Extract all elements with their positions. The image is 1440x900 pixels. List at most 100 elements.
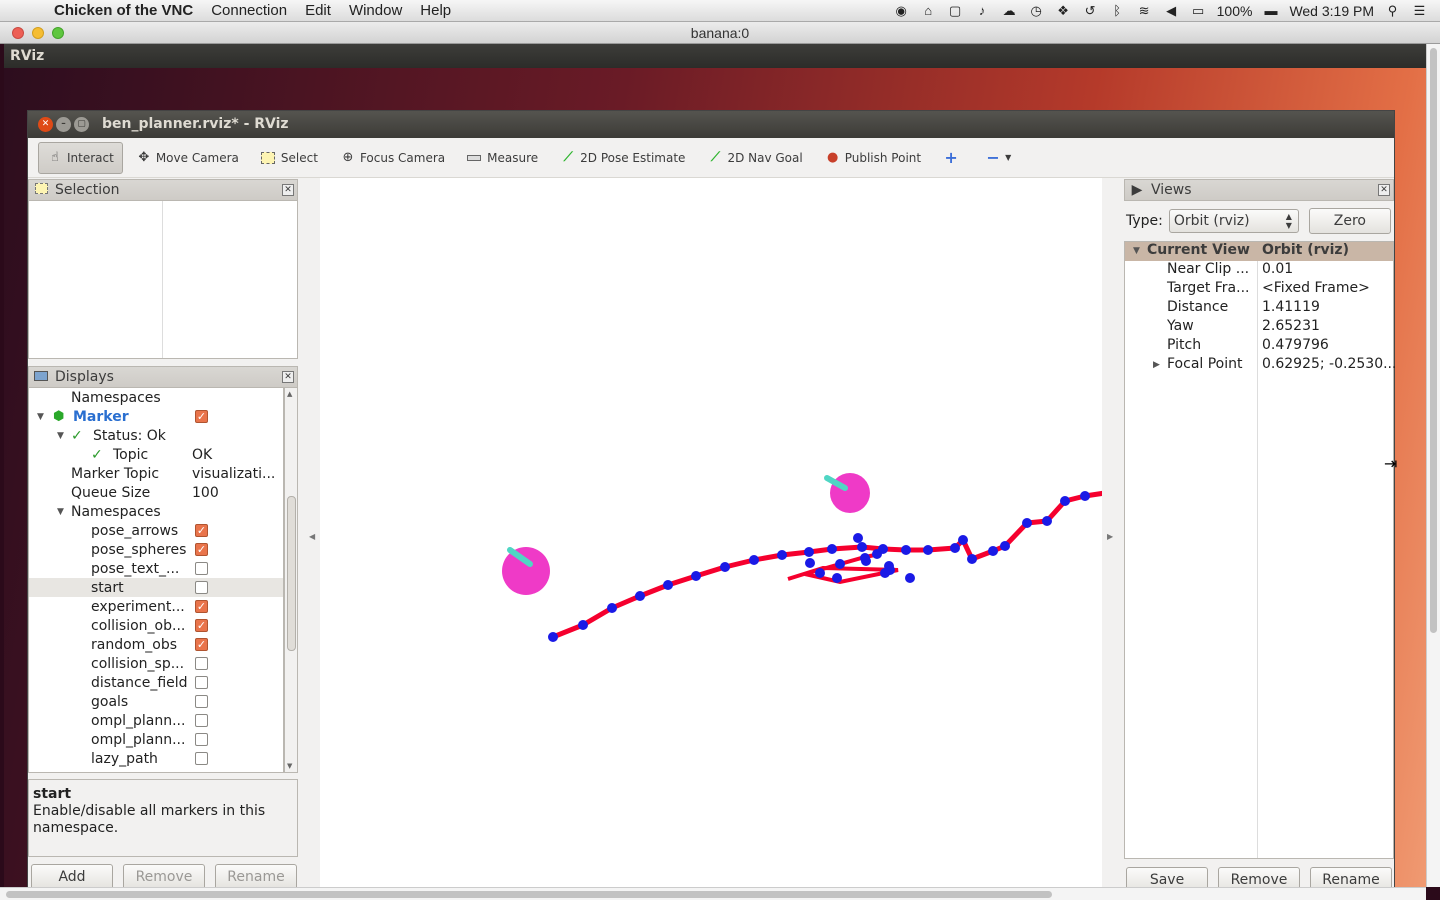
tree-row[interactable]: Namespaces xyxy=(29,388,283,407)
view-prop-row[interactable]: Near Clip ... 0.01 xyxy=(1125,261,1393,280)
menu-app-name[interactable]: Chicken of the VNC xyxy=(54,2,194,19)
namespace-checkbox[interactable]: ✓ xyxy=(195,638,208,651)
rviz-titlebar[interactable]: ✕ – ▢ ben_planner.rviz* - RViz xyxy=(28,111,1394,138)
tree-row-value[interactable]: visualizati... xyxy=(192,465,276,482)
rename-display-button[interactable]: Rename xyxy=(215,864,297,890)
namespace-row[interactable]: goals xyxy=(29,692,283,711)
volume-icon[interactable]: ◀ xyxy=(1166,3,1177,18)
current-view-header-row[interactable]: ▼ Current View Orbit (rviz) xyxy=(1125,242,1393,261)
tool-select[interactable]: Select xyxy=(252,142,327,174)
marker-checkbox[interactable]: ✓ xyxy=(195,410,208,423)
namespace-checkbox[interactable]: ✓ xyxy=(195,619,208,632)
menu-clock[interactable]: Wed 3:19 PM xyxy=(1289,2,1374,19)
namespace-checkbox[interactable] xyxy=(195,752,208,765)
right-splitter-arrow-icon[interactable]: ▶ xyxy=(1107,532,1114,541)
vnc-horizontal-scrollbar[interactable] xyxy=(0,887,1426,900)
namespace-row[interactable]: collision_ob... ✓ xyxy=(29,616,283,635)
spotlight-icon[interactable]: ⚲ xyxy=(1387,3,1398,18)
namespace-row[interactable]: ompl_plann... xyxy=(29,730,283,749)
close-icon[interactable]: ✕ xyxy=(1378,184,1390,196)
menu-help[interactable]: Help xyxy=(420,2,452,19)
view-prop-value[interactable]: 0.62925; -0.2530... xyxy=(1262,356,1397,372)
path-visualization[interactable] xyxy=(320,178,1221,894)
namespace-row[interactable]: distance_field xyxy=(29,673,283,692)
view-prop-value[interactable]: 0.479796 xyxy=(1262,337,1329,353)
namespace-checkbox[interactable]: ✓ xyxy=(195,600,208,613)
namespace-row[interactable]: lazy_path xyxy=(29,749,283,768)
tool-2d-nav-goal[interactable]: ⟋ 2D Nav Goal xyxy=(698,142,811,174)
tree-row-marker-topic[interactable]: Marker Topic visualizati... xyxy=(29,464,283,483)
view-prop-row[interactable]: Target Fra... <Fixed Frame> xyxy=(1125,280,1393,299)
status-icon-3[interactable]: ▢ xyxy=(948,3,962,18)
vnc-horizontal-scroll-thumb[interactable] xyxy=(6,891,1052,898)
namespace-row[interactable]: pose_arrows ✓ xyxy=(29,521,283,540)
bluetooth-icon[interactable]: ᛒ xyxy=(1113,3,1122,18)
view-prop-row[interactable]: Pitch 0.479796 xyxy=(1125,337,1393,356)
current-view-properties[interactable]: ▼ Current View Orbit (rviz) Near Clip ..… xyxy=(1124,241,1397,859)
close-icon[interactable]: ✕ xyxy=(282,371,294,383)
vnc-vertical-scrollbar[interactable] xyxy=(1426,44,1440,887)
dropbox-icon[interactable]: ❖ xyxy=(1057,3,1069,18)
namespace-checkbox[interactable] xyxy=(195,562,208,575)
namespace-row[interactable]: pose_text_... xyxy=(29,559,283,578)
menu-connection[interactable]: Connection xyxy=(211,2,288,19)
tree-row-status[interactable]: ▼ ✓ Status: Ok xyxy=(29,426,283,445)
displays-panel-header[interactable]: Displays ✕ xyxy=(28,366,298,388)
namespace-checkbox[interactable] xyxy=(195,695,208,708)
remove-tool-button[interactable]: − ▼ xyxy=(976,142,1020,174)
notification-icon[interactable]: ♪ xyxy=(978,3,986,18)
expand-arrow-icon[interactable]: ▼ xyxy=(57,506,64,517)
tool-interact[interactable]: ☝ Interact xyxy=(38,141,123,174)
add-tool-button[interactable]: + xyxy=(934,142,972,174)
view-type-select[interactable]: Orbit (rviz) ▲ ▼ xyxy=(1168,209,1299,233)
displays-tree[interactable]: Namespaces ▼ ⬢ Marker ✓ ▼ ✓ Status: Ok ✓… xyxy=(28,388,284,773)
display-icon[interactable]: ▭ xyxy=(1191,3,1205,18)
scroll-down-icon[interactable]: ▼ xyxy=(287,762,293,770)
rviz-close-button[interactable]: ✕ xyxy=(38,117,53,132)
status-icon-2[interactable]: ⌂ xyxy=(924,3,933,18)
namespace-checkbox[interactable] xyxy=(195,581,208,594)
namespace-checkbox[interactable]: ✓ xyxy=(195,524,208,537)
close-icon[interactable]: ✕ xyxy=(282,184,294,196)
zero-button[interactable]: Zero xyxy=(1308,208,1391,234)
namespace-row[interactable]: pose_spheres ✓ xyxy=(29,540,283,559)
minimize-window-button[interactable] xyxy=(32,27,44,39)
time-machine-icon[interactable]: ↺ xyxy=(1084,3,1096,18)
close-window-button[interactable] xyxy=(12,27,24,39)
namespace-checkbox[interactable] xyxy=(195,657,208,670)
tree-row-topic[interactable]: ✓ Topic OK xyxy=(29,445,283,464)
expand-arrow-icon[interactable]: ▼ xyxy=(57,430,64,441)
menu-window[interactable]: Window xyxy=(348,2,403,19)
view-prop-value[interactable]: 0.01 xyxy=(1262,261,1294,277)
expand-arrow-icon[interactable]: ▼ xyxy=(1133,246,1140,256)
tool-move-camera[interactable]: ✥ Move Camera xyxy=(127,142,248,174)
expand-arrow-icon[interactable]: ▼ xyxy=(37,411,44,422)
namespace-row[interactable]: collision_sp... xyxy=(29,654,283,673)
rviz-maximize-button[interactable]: ▢ xyxy=(74,117,89,132)
view-prop-value[interactable]: 1.41119 xyxy=(1262,299,1320,315)
tool-measure[interactable]: Measure xyxy=(458,142,547,174)
tree-row-value[interactable]: 100 xyxy=(192,484,219,501)
view-prop-value[interactable]: 2.65231 xyxy=(1262,318,1320,334)
wifi-icon[interactable]: ≋ xyxy=(1138,3,1150,18)
zoom-window-button[interactable] xyxy=(52,27,64,39)
namespace-row-selected[interactable]: start xyxy=(29,578,283,597)
add-display-button[interactable]: Add xyxy=(31,864,113,890)
tool-2d-pose-estimate[interactable]: ⟋ 2D Pose Estimate xyxy=(551,142,694,174)
view-prop-row[interactable]: Yaw 2.65231 xyxy=(1125,318,1393,337)
tool-publish-point[interactable]: ● Publish Point xyxy=(816,142,930,174)
status-icon-1[interactable]: ◉ xyxy=(895,3,907,18)
left-splitter-arrow-icon[interactable]: ◀ xyxy=(309,532,316,541)
namespace-checkbox[interactable] xyxy=(195,733,208,746)
views-panel-header[interactable]: ▶ Views ✕ xyxy=(1124,179,1394,201)
tool-focus-camera[interactable]: ⊕ Focus Camera xyxy=(331,142,454,174)
tree-row-queue-size[interactable]: Queue Size 100 xyxy=(29,483,283,502)
tree-row-namespaces[interactable]: ▼ Namespaces xyxy=(29,502,283,521)
clock-app-icon[interactable]: ◷ xyxy=(1030,3,1042,18)
view-prop-value[interactable]: <Fixed Frame> xyxy=(1262,280,1370,296)
displays-scroll-thumb[interactable] xyxy=(287,496,296,651)
tree-row-marker[interactable]: ▼ ⬢ Marker ✓ xyxy=(29,407,283,426)
expand-arrow-icon[interactable]: ▶ xyxy=(1153,360,1160,370)
namespace-row[interactable]: experiment... ✓ xyxy=(29,597,283,616)
menu-edit[interactable]: Edit xyxy=(305,2,331,19)
